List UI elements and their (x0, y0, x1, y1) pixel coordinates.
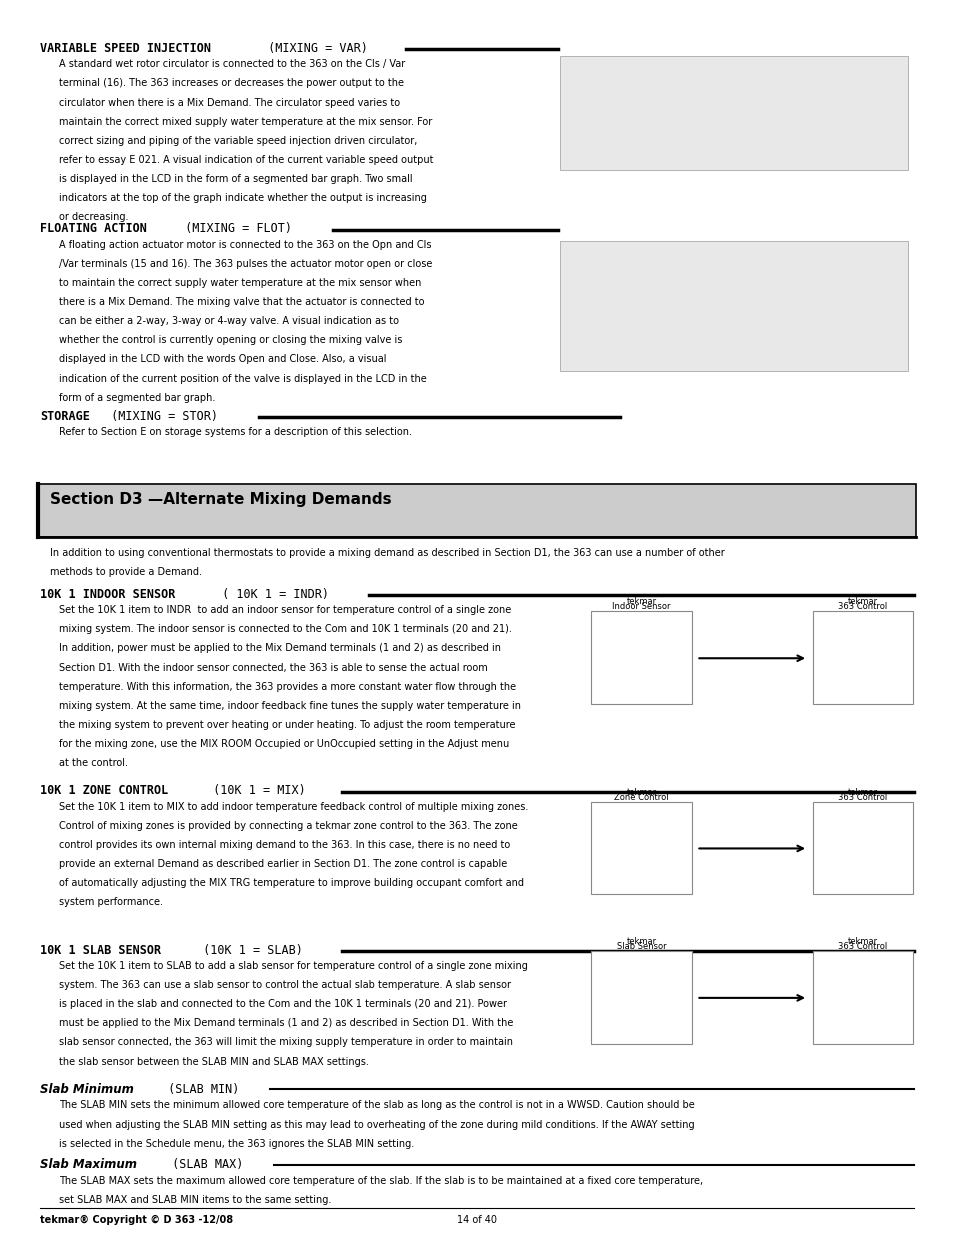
Text: VARIABLE SPEED INJECTION: VARIABLE SPEED INJECTION (40, 42, 211, 56)
Text: circulator when there is a Mix Demand. The circulator speed varies to: circulator when there is a Mix Demand. T… (59, 98, 400, 107)
Text: refer to essay E 021. A visual indication of the current variable speed output: refer to essay E 021. A visual indicatio… (59, 154, 434, 165)
Text: system. The 363 can use a slab sensor to control the actual slab temperature. A : system. The 363 can use a slab sensor to… (59, 981, 511, 990)
Text: displayed in the LCD with the words Open and Close. Also, a visual: displayed in the LCD with the words Open… (59, 354, 386, 364)
Text: is selected in the Schedule menu, the 363 ignores the SLAB MIN setting.: is selected in the Schedule menu, the 36… (59, 1139, 414, 1149)
Text: tekmar® Copyright © D 363 -12/08: tekmar® Copyright © D 363 -12/08 (40, 1215, 233, 1225)
Text: for the mixing zone, use the MIX ROOM Occupied or UnOccupied setting in the Adju: for the mixing zone, use the MIX ROOM Oc… (59, 739, 509, 750)
Text: or decreasing.: or decreasing. (59, 212, 129, 222)
Text: Set the 10K 1 item to MIX to add indoor temperature feedback control of multiple: Set the 10K 1 item to MIX to add indoor … (59, 802, 528, 811)
Text: A standard wet rotor circulator is connected to the 363 on the Cls / Var: A standard wet rotor circulator is conne… (59, 59, 405, 69)
Text: Slab Maximum: Slab Maximum (40, 1158, 137, 1172)
Text: (MIXING = STOR): (MIXING = STOR) (104, 410, 218, 424)
Text: of automatically adjusting the MIX TRG temperature to improve building occupant : of automatically adjusting the MIX TRG t… (59, 878, 523, 888)
Text: Slab Sensor: Slab Sensor (616, 942, 666, 951)
Text: is placed in the slab and connected to the Com and the 10K 1 terminals (20 and 2: is placed in the slab and connected to t… (59, 999, 507, 1009)
FancyBboxPatch shape (591, 951, 691, 1044)
Text: (SLAB MAX): (SLAB MAX) (165, 1158, 243, 1172)
Text: mixing system. The indoor sensor is connected to the Com and 10K 1 terminals (20: mixing system. The indoor sensor is conn… (59, 625, 512, 635)
Text: temperature. With this information, the 363 provides a more constant water flow : temperature. With this information, the … (59, 682, 516, 692)
Text: ( 10K 1 = INDR): ( 10K 1 = INDR) (214, 588, 329, 601)
Text: (10K 1 = MIX): (10K 1 = MIX) (205, 784, 305, 798)
Text: Refer to Section E on storage systems for a description of this selection.: Refer to Section E on storage systems fo… (59, 427, 412, 437)
Text: system performance.: system performance. (59, 898, 163, 908)
Text: STORAGE: STORAGE (40, 410, 90, 424)
Text: The SLAB MAX sets the maximum allowed core temperature of the slab. If the slab : The SLAB MAX sets the maximum allowed co… (59, 1176, 702, 1186)
Text: The SLAB MIN sets the minimum allowed core temperature of the slab as long as th: The SLAB MIN sets the minimum allowed co… (59, 1100, 694, 1110)
Text: tekmar: tekmar (626, 598, 656, 606)
Text: Set the 10K 1 item to SLAB to add a slab sensor for temperature control of a sin: Set the 10K 1 item to SLAB to add a slab… (59, 961, 527, 971)
Text: /Var terminals (15 and 16). The 363 pulses the actuator motor open or close: /Var terminals (15 and 16). The 363 puls… (59, 258, 432, 269)
Text: A floating action actuator motor is connected to the 363 on the Opn and Cls: A floating action actuator motor is conn… (59, 240, 431, 249)
Text: 10K 1 ZONE CONTROL: 10K 1 ZONE CONTROL (40, 784, 168, 798)
FancyBboxPatch shape (812, 951, 912, 1044)
Text: Set the 10K 1 item to INDR  to add an indoor sensor for temperature control of a: Set the 10K 1 item to INDR to add an ind… (59, 605, 511, 615)
Text: Indoor Sensor: Indoor Sensor (612, 603, 670, 611)
Text: tekmar: tekmar (847, 937, 877, 946)
Text: form of a segmented bar graph.: form of a segmented bar graph. (59, 393, 215, 403)
Text: indication of the current position of the valve is displayed in the LCD in the: indication of the current position of th… (59, 373, 426, 384)
Text: used when adjusting the SLAB MIN setting as this may lead to overheating of the : used when adjusting the SLAB MIN setting… (59, 1119, 694, 1130)
FancyBboxPatch shape (591, 611, 691, 704)
Text: indicators at the top of the graph indicate whether the output is increasing: indicators at the top of the graph indic… (59, 193, 427, 204)
Bar (38, 484, 915, 537)
Text: (10K 1 = SLAB): (10K 1 = SLAB) (196, 944, 303, 957)
Text: tekmar: tekmar (847, 788, 877, 797)
Text: at the control.: at the control. (59, 758, 128, 768)
Text: (SLAB MIN): (SLAB MIN) (161, 1083, 239, 1097)
Text: Slab Minimum: Slab Minimum (40, 1083, 133, 1097)
Text: the slab sensor between the SLAB MIN and SLAB MAX settings.: the slab sensor between the SLAB MIN and… (59, 1057, 369, 1067)
Text: Control of mixing zones is provided by connecting a tekmar zone control to the 3: Control of mixing zones is provided by c… (59, 821, 517, 831)
Text: whether the control is currently opening or closing the mixing valve is: whether the control is currently opening… (59, 335, 402, 346)
Text: 14 of 40: 14 of 40 (456, 1215, 497, 1225)
Bar (559, 56, 907, 170)
Text: slab sensor connected, the 363 will limit the mixing supply temperature in order: slab sensor connected, the 363 will limi… (59, 1037, 513, 1047)
Text: FLOATING ACTION: FLOATING ACTION (40, 222, 147, 236)
FancyBboxPatch shape (591, 802, 691, 894)
Text: In addition to using conventional thermostats to provide a mixing demand as desc: In addition to using conventional thermo… (50, 548, 723, 558)
Text: 10K 1 INDOOR SENSOR: 10K 1 INDOOR SENSOR (40, 588, 175, 601)
Text: provide an external Demand as described earlier in Section D1. The zone control : provide an external Demand as described … (59, 860, 507, 869)
Text: 363 Control: 363 Control (838, 793, 886, 802)
Text: control provides its own internal mixing demand to the 363. In this case, there : control provides its own internal mixing… (59, 840, 510, 850)
Text: Section D3 —Alternate Mixing Demands: Section D3 —Alternate Mixing Demands (50, 492, 391, 506)
Text: (MIXING = FLOT): (MIXING = FLOT) (178, 222, 292, 236)
Text: tekmar: tekmar (626, 937, 656, 946)
Text: 363 Control: 363 Control (838, 942, 886, 951)
Text: there is a Mix Demand. The mixing valve that the actuator is connected to: there is a Mix Demand. The mixing valve … (59, 296, 424, 308)
Text: tekmar: tekmar (626, 788, 656, 797)
Text: must be applied to the Mix Demand terminals (1 and 2) as described in Section D1: must be applied to the Mix Demand termin… (59, 1018, 513, 1029)
Text: In addition, power must be applied to the Mix Demand terminals (1 and 2) as desc: In addition, power must be applied to th… (59, 643, 500, 653)
FancyBboxPatch shape (812, 611, 912, 704)
Text: tekmar: tekmar (847, 598, 877, 606)
Text: the mixing system to prevent over heating or under heating. To adjust the room t: the mixing system to prevent over heatin… (59, 720, 516, 730)
FancyBboxPatch shape (812, 802, 912, 894)
Text: terminal (16). The 363 increases or decreases the power output to the: terminal (16). The 363 increases or decr… (59, 79, 404, 89)
Text: (MIXING = VAR): (MIXING = VAR) (260, 42, 367, 56)
Text: set SLAB MAX and SLAB MIN items to the same setting.: set SLAB MAX and SLAB MIN items to the s… (59, 1195, 332, 1205)
Text: 10K 1 SLAB SENSOR: 10K 1 SLAB SENSOR (40, 944, 161, 957)
Text: 363 Control: 363 Control (838, 603, 886, 611)
Text: Section D1. With the indoor sensor connected, the 363 is able to sense the actua: Section D1. With the indoor sensor conne… (59, 662, 487, 673)
Text: is displayed in the LCD in the form of a segmented bar graph. Two small: is displayed in the LCD in the form of a… (59, 174, 413, 184)
Text: correct sizing and piping of the variable speed injection driven circulator,: correct sizing and piping of the variabl… (59, 136, 417, 146)
Text: maintain the correct mixed supply water temperature at the mix sensor. For: maintain the correct mixed supply water … (59, 117, 432, 127)
Text: methods to provide a Demand.: methods to provide a Demand. (50, 567, 201, 578)
Bar (559, 241, 907, 370)
Text: Zone Control: Zone Control (614, 793, 668, 802)
Text: can be either a 2-way, 3-way or 4-way valve. A visual indication as to: can be either a 2-way, 3-way or 4-way va… (59, 316, 398, 326)
Text: mixing system. At the same time, indoor feedback fine tunes the supply water tem: mixing system. At the same time, indoor … (59, 701, 520, 711)
Text: to maintain the correct supply water temperature at the mix sensor when: to maintain the correct supply water tem… (59, 278, 421, 288)
